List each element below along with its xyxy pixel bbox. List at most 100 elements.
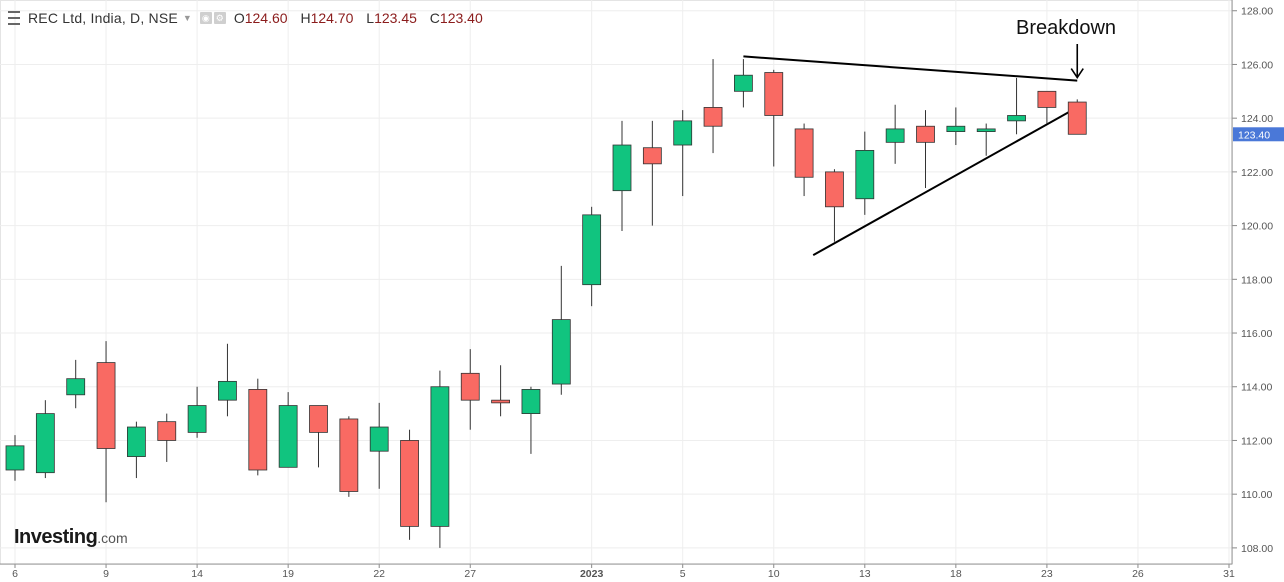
- close-label: C: [429, 10, 440, 26]
- candle: [642, 120, 662, 226]
- candle: [764, 69, 784, 167]
- chart-header: REC Ltd, India, D, NSE ▼ ◉ ⚙ O124.60 H12…: [8, 10, 492, 26]
- candle: [582, 206, 602, 307]
- trendlines: [743, 44, 1084, 257]
- candle: [248, 378, 268, 476]
- y-tick-label: 124.00: [1241, 113, 1273, 125]
- last-price-tag: [1233, 127, 1284, 142]
- candle: [794, 123, 814, 197]
- candle: [491, 365, 511, 417]
- y-tick-label: 108.00: [1241, 543, 1273, 555]
- gear-icon[interactable]: ⚙: [213, 12, 226, 24]
- investing-logo: Investing.com: [14, 526, 128, 549]
- high-label: H: [300, 10, 311, 26]
- candle-body: [1037, 90, 1057, 108]
- x-tick-label: 19: [282, 568, 294, 580]
- y-tick-label: 116.00: [1241, 328, 1272, 340]
- candle-body: [96, 362, 116, 449]
- ohlc-readout: O124.60 H124.70 L123.45 C123.40: [234, 10, 492, 26]
- menu-icon[interactable]: [8, 11, 20, 25]
- y-tick-label: 128.00: [1241, 6, 1273, 18]
- candle-body: [35, 413, 55, 474]
- x-tick-label: 18: [950, 568, 962, 580]
- candle: [369, 402, 389, 489]
- candle: [612, 120, 632, 231]
- candle: [885, 104, 905, 164]
- y-tick-label: 122.00: [1241, 167, 1273, 179]
- candle: [278, 392, 298, 468]
- candle: [946, 107, 966, 146]
- candle-body: [430, 386, 450, 527]
- candle-body: [734, 74, 753, 92]
- candle-body: [976, 128, 996, 133]
- candle: [855, 131, 875, 215]
- plot-frame: [0, 0, 1233, 565]
- x-tick-label: 10: [768, 568, 780, 580]
- candle: [521, 386, 541, 454]
- candle: [551, 265, 571, 395]
- candle: [703, 59, 723, 154]
- candle-body: [673, 120, 693, 146]
- candle-body: [764, 72, 784, 116]
- candle-body: [612, 144, 632, 192]
- instrument-title: REC Ltd, India, D, NSE: [28, 10, 178, 26]
- x-tick-label: 9: [103, 568, 109, 580]
- candle: [309, 405, 328, 468]
- candle: [460, 349, 480, 430]
- x-tick-label: 6: [12, 568, 18, 580]
- x-tick-label: 13: [859, 568, 871, 580]
- trendline: [812, 106, 1078, 257]
- candle: [187, 386, 207, 438]
- eye-icon[interactable]: ◉: [199, 12, 212, 24]
- last-price-label: 123.40: [1238, 129, 1270, 141]
- candle: [825, 169, 844, 242]
- close-value: 123.40: [439, 10, 483, 26]
- candle-body: [5, 445, 25, 471]
- x-tick-label: 5: [680, 568, 686, 580]
- candle-body: [521, 389, 541, 414]
- candle-body: [187, 405, 207, 433]
- x-tick-label: 2023: [580, 568, 604, 580]
- candle: [66, 359, 86, 409]
- x-tick-label: 22: [373, 568, 385, 580]
- candle: [430, 370, 450, 548]
- candle: [1007, 77, 1026, 135]
- x-tick-label: 27: [464, 568, 476, 580]
- y-tick-label: 120.00: [1241, 221, 1273, 233]
- candle: [1037, 90, 1057, 124]
- candle: [96, 341, 116, 503]
- candle: [339, 416, 359, 497]
- candle: [5, 435, 25, 481]
- high-value: 124.70: [310, 10, 354, 26]
- breakdown-annotation: Breakdown: [1016, 17, 1117, 39]
- open-value: 124.60: [244, 10, 288, 26]
- x-tick-label: 23: [1041, 568, 1053, 580]
- y-tick-label: 118.00: [1241, 274, 1272, 286]
- y-tick-label: 114.00: [1241, 382, 1272, 394]
- candle: [127, 421, 146, 479]
- candle-body: [278, 405, 298, 468]
- chevron-down-icon[interactable]: ▼: [182, 13, 192, 23]
- candle-body: [309, 405, 328, 433]
- candle-body: [916, 125, 935, 143]
- logo-suffix: .com: [97, 530, 128, 546]
- candle-body: [825, 171, 844, 208]
- candle-body: [369, 426, 389, 452]
- candle-body: [946, 125, 966, 132]
- candle: [734, 59, 753, 108]
- x-tick-label: 26: [1132, 568, 1144, 580]
- candle: [218, 343, 237, 417]
- candle-body: [248, 389, 268, 471]
- open-label: O: [233, 10, 245, 26]
- candle: [673, 110, 693, 197]
- candle-body: [1067, 101, 1087, 135]
- candle-body: [855, 149, 875, 200]
- candle-body: [66, 378, 86, 396]
- candle: [400, 429, 419, 540]
- y-tick-label: 110.00: [1241, 489, 1272, 501]
- low-label: L: [366, 10, 375, 26]
- candle-body: [551, 319, 571, 385]
- candle: [916, 110, 935, 188]
